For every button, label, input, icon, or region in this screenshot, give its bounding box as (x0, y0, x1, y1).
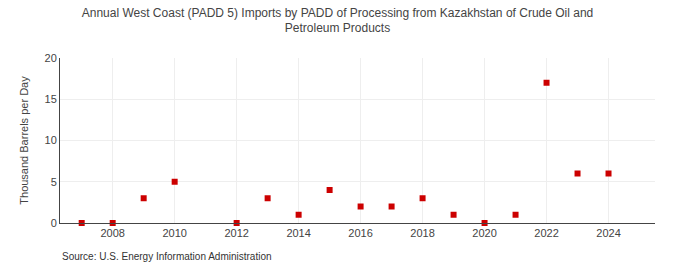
svg-text:2018: 2018 (410, 227, 434, 239)
svg-text:Thousand Barrels per Day: Thousand Barrels per Day (18, 76, 30, 205)
svg-text:10: 10 (45, 134, 57, 146)
svg-text:5: 5 (51, 176, 57, 188)
svg-text:2012: 2012 (224, 227, 248, 239)
svg-text:Source: U.S. Energy Informatio: Source: U.S. Energy Information Administ… (62, 251, 272, 262)
svg-text:2020: 2020 (472, 227, 496, 239)
svg-text:Annual West Coast (PADD 5) Imp: Annual West Coast (PADD 5) Imports by PA… (82, 6, 594, 36)
svg-text:2014: 2014 (286, 227, 310, 239)
svg-text:20: 20 (45, 52, 57, 64)
svg-text:2024: 2024 (596, 227, 620, 239)
svg-text:2008: 2008 (100, 227, 124, 239)
svg-text:2022: 2022 (534, 227, 558, 239)
svg-text:2010: 2010 (162, 227, 186, 239)
svg-text:0: 0 (51, 217, 57, 229)
svg-text:15: 15 (45, 93, 57, 105)
svg-text:2016: 2016 (348, 227, 372, 239)
